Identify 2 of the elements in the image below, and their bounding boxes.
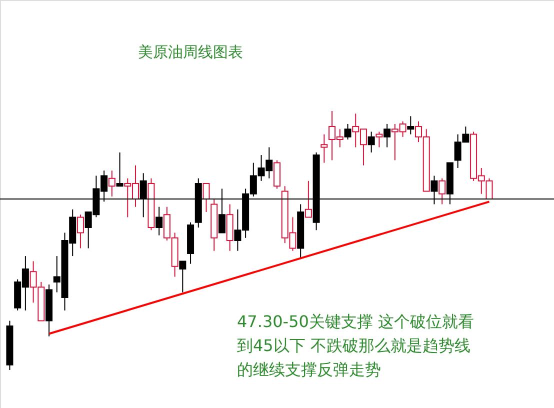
annotation: 47.30-50关键支撑 这个破位就看到45以下 不跌破那么就是趋势线的继续支撑反弹走势	[237, 312, 474, 379]
chart-title: 美原油周线图表	[138, 43, 243, 61]
